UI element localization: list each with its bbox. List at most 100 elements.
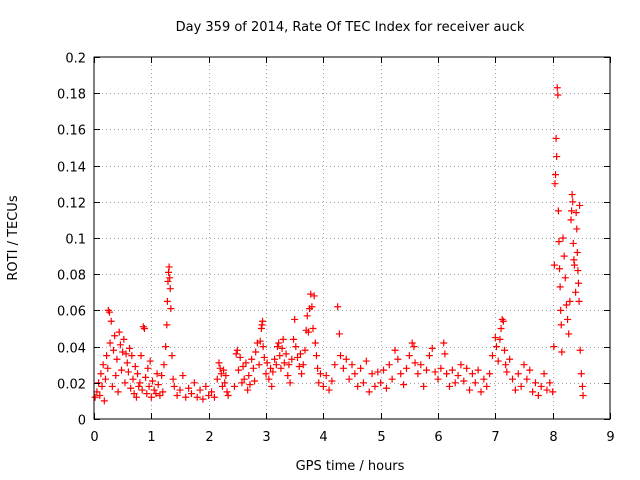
- data-point: [282, 350, 290, 358]
- data-point: [308, 303, 316, 311]
- data-point: [566, 297, 574, 305]
- grid: [94, 57, 610, 419]
- data-point: [292, 343, 300, 351]
- data-point: [267, 364, 275, 372]
- data-point: [193, 393, 201, 401]
- data-point: [154, 381, 162, 389]
- data-point: [576, 346, 584, 354]
- data-point: [502, 361, 510, 369]
- data-point: [312, 352, 320, 360]
- data-point: [156, 391, 164, 399]
- data-point: [314, 364, 322, 372]
- data-point: [397, 370, 405, 378]
- data-point: [240, 375, 248, 383]
- data-point: [93, 388, 101, 396]
- data-point: [242, 359, 250, 367]
- data-point: [445, 382, 453, 390]
- data-point: [494, 357, 502, 365]
- data-point: [388, 375, 396, 383]
- x-axis-label: GPS time / hours: [296, 459, 405, 474]
- y-tick-label: 0.18: [57, 88, 86, 103]
- data-point: [99, 361, 107, 369]
- data-point: [234, 366, 242, 374]
- x-tick-label: 8: [549, 430, 557, 445]
- data-point: [554, 207, 562, 215]
- x-tick-label: 6: [434, 430, 442, 445]
- data-point: [179, 372, 187, 380]
- data-point: [167, 305, 175, 313]
- data-point: [466, 386, 474, 394]
- data-point: [351, 370, 359, 378]
- data-point: [128, 352, 136, 360]
- data-point: [263, 359, 271, 367]
- data-point: [311, 339, 319, 347]
- data-point: [414, 370, 422, 378]
- data-point: [248, 355, 256, 363]
- data-point: [488, 352, 496, 360]
- data-point: [509, 375, 517, 383]
- data-point: [362, 357, 370, 365]
- data-point: [208, 388, 216, 396]
- data-point: [345, 375, 353, 383]
- data-point: [523, 375, 531, 383]
- data-point: [190, 379, 198, 387]
- data-point: [310, 292, 318, 300]
- x-ticks: 0 1 2 3 4 5 6 7 8 9: [90, 57, 615, 445]
- data-point: [245, 372, 253, 380]
- data-point: [537, 382, 545, 390]
- data-point: [291, 315, 299, 323]
- data-point: [425, 352, 433, 360]
- data-point: [557, 306, 565, 314]
- data-point: [354, 382, 362, 390]
- data-point: [572, 288, 580, 296]
- data-point: [368, 370, 376, 378]
- data-point: [104, 364, 112, 372]
- data-point: [122, 350, 130, 358]
- data-point: [147, 393, 155, 401]
- data-point: [135, 382, 143, 390]
- data-point: [246, 381, 254, 389]
- data-point: [275, 339, 283, 347]
- data-point: [514, 370, 522, 378]
- data-point: [238, 379, 246, 387]
- data-point: [118, 366, 126, 374]
- data-point: [113, 355, 121, 363]
- data-point: [205, 391, 213, 399]
- data-point: [554, 91, 562, 99]
- data-point: [265, 375, 273, 383]
- data-point: [134, 370, 142, 378]
- data-point: [411, 359, 419, 367]
- data-point: [463, 364, 471, 372]
- data-point: [417, 361, 425, 369]
- data-point: [492, 343, 500, 351]
- data-point: [559, 234, 567, 242]
- data-point: [112, 372, 120, 380]
- data-point: [296, 350, 304, 358]
- data-point: [562, 301, 570, 309]
- data-point: [579, 391, 587, 399]
- data-point: [457, 361, 465, 369]
- data-point: [146, 357, 154, 365]
- x-tick-label: 2: [205, 430, 213, 445]
- data-point: [119, 348, 127, 356]
- data-point: [325, 386, 333, 394]
- data-point: [236, 353, 244, 361]
- x-tick-label: 0: [90, 430, 98, 445]
- data-point: [303, 312, 311, 320]
- data-point: [497, 325, 505, 332]
- data-point: [95, 379, 103, 387]
- data-point: [199, 395, 207, 403]
- data-point: [552, 134, 560, 142]
- data-point: [319, 382, 327, 390]
- data-point: [569, 239, 577, 247]
- data-point: [520, 361, 528, 369]
- data-point: [233, 346, 241, 354]
- data-point: [140, 325, 148, 332]
- data-point: [107, 317, 115, 325]
- data-point: [139, 323, 147, 331]
- data-point: [556, 283, 564, 291]
- data-point: [145, 382, 153, 390]
- data-point: [410, 343, 418, 351]
- data-point: [371, 382, 379, 390]
- data-point: [570, 261, 578, 269]
